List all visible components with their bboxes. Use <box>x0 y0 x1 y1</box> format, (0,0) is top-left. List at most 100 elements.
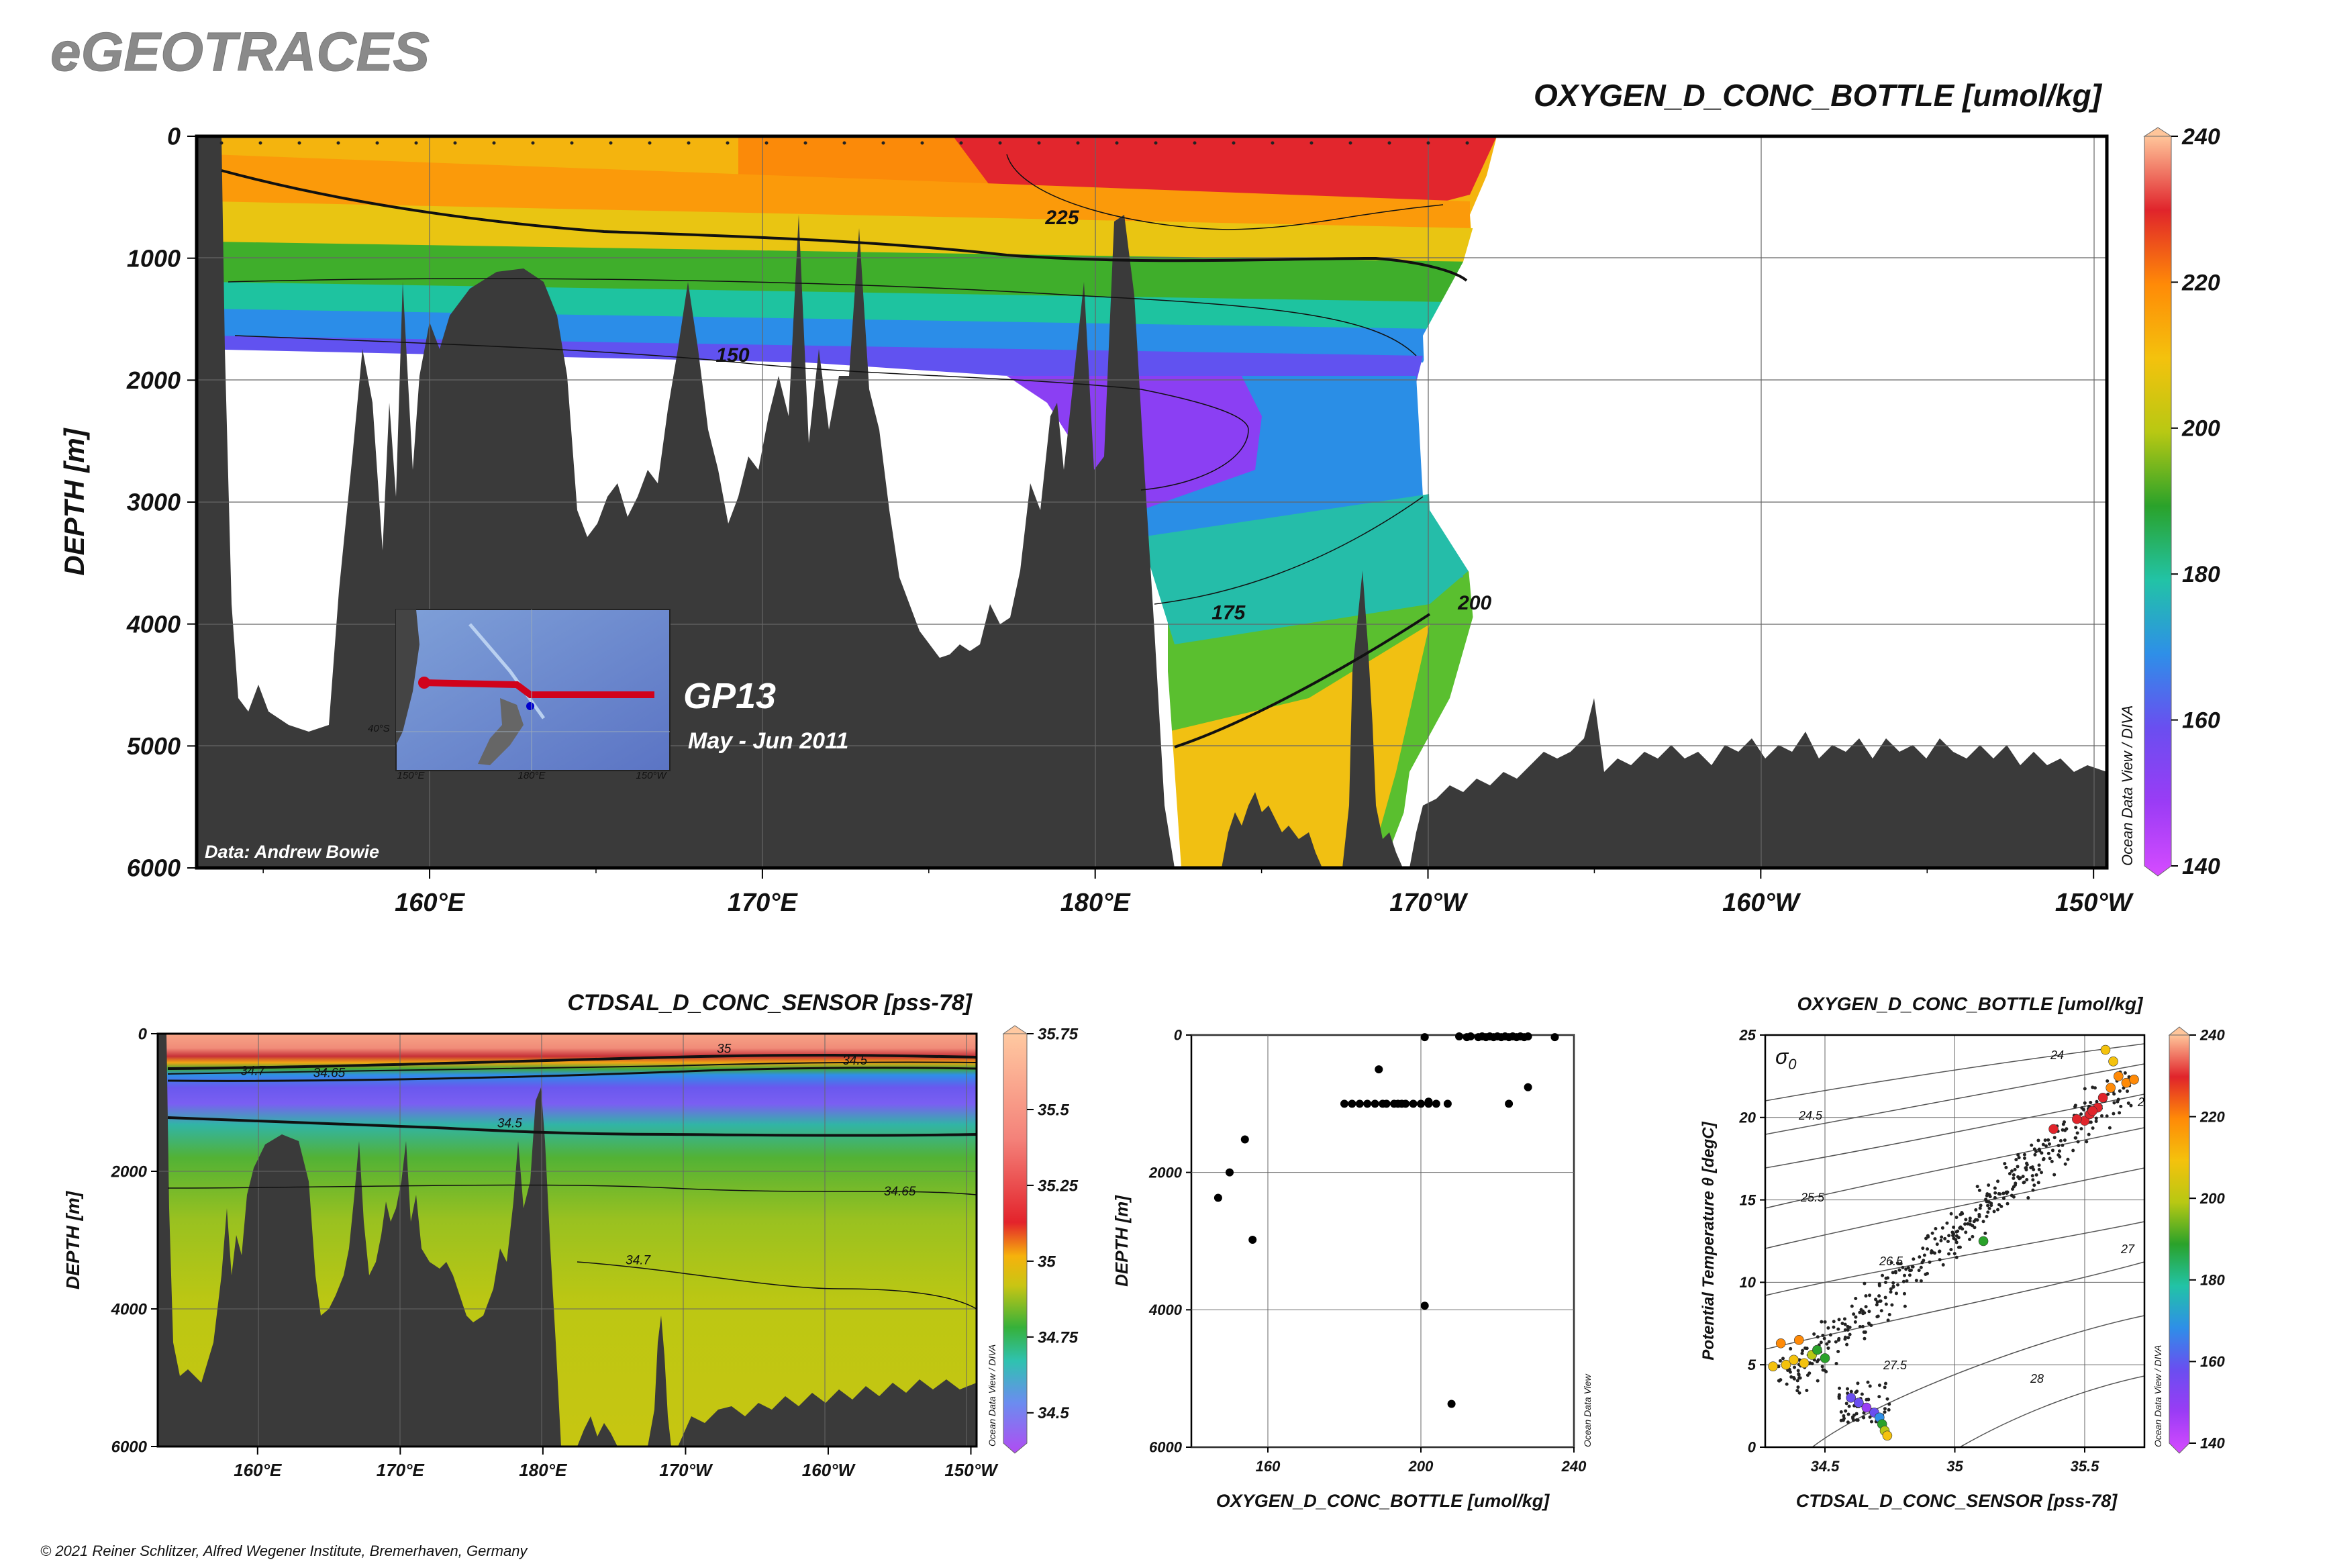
ts-background-point <box>1979 1204 1983 1208</box>
ts-background-point <box>2025 1163 2029 1167</box>
isopycnal-25 <box>1765 1093 2144 1169</box>
ts-background-point <box>1945 1221 1949 1225</box>
ts-background-point <box>2066 1157 2070 1161</box>
ts-background-point <box>1854 1391 1858 1395</box>
ts-background-point <box>1964 1218 1968 1222</box>
ts-background-point <box>1875 1300 1879 1304</box>
salinity-colorbar-tick-label: 34.5 <box>1038 1404 1069 1422</box>
ts-background-point <box>1846 1336 1850 1340</box>
ts-data-point <box>1882 1430 1893 1441</box>
main-ytick-label: 5000 <box>127 732 181 760</box>
salinity-colorbar: 35.75 35.5 35.25 35 34.75 34.5 <box>1002 1025 1079 1454</box>
ts-background-point <box>1836 1349 1840 1353</box>
ts-background-point <box>1904 1267 1908 1271</box>
seafloor-topography <box>197 136 2107 868</box>
ts-background-point <box>1868 1384 1872 1388</box>
salinity-odv-credit: Ocean Data View / DIVA <box>987 1344 997 1447</box>
station-dot <box>1271 141 1275 145</box>
ts-background-point <box>1850 1304 1854 1308</box>
contour-225 <box>1006 154 1444 230</box>
profile-point <box>1348 1099 1356 1108</box>
ts-background-point <box>2061 1143 2065 1147</box>
ts-background-point <box>1981 1220 1985 1224</box>
ts-background-point <box>1856 1381 1860 1385</box>
isopycnal-label: 27 <box>2120 1242 2135 1256</box>
profile-point <box>1447 1400 1456 1408</box>
ts-background-point <box>2050 1148 2054 1153</box>
ts-background-point <box>1883 1280 1887 1284</box>
ts-background-point <box>1897 1268 1901 1272</box>
ts-background-point <box>1883 1381 1887 1385</box>
ts-background-point <box>2025 1177 2029 1181</box>
station-dot <box>492 141 496 145</box>
ts-background-point <box>1894 1291 1898 1295</box>
ts-background-point <box>1987 1183 1991 1187</box>
ts-background-point <box>1977 1188 1981 1192</box>
ts-background-point <box>1837 1394 1841 1398</box>
sal-contour-34.65 <box>167 1184 977 1195</box>
ts-background-point <box>2057 1149 2061 1153</box>
ts-background-point <box>1816 1379 1820 1383</box>
ts-x-axis-label: CTDSAL_D_CONC_SENSOR [pss-78] <box>1796 1491 2118 1511</box>
salinity-topography <box>158 1034 977 1447</box>
ts-background-point <box>1903 1273 1907 1277</box>
salinity-contour-label: 34.65 <box>884 1185 916 1199</box>
salinity-colorbar-tick-label: 35.75 <box>1038 1025 1079 1043</box>
ts-background-point <box>2048 1157 2052 1161</box>
inset-map-lat-label: 40°S <box>368 723 390 734</box>
ts-background-point <box>1954 1238 1958 1242</box>
ts-background-point <box>1974 1208 1978 1212</box>
ts-colorbar-tick-label: 160 <box>2200 1353 2225 1370</box>
ts-background-point <box>2022 1157 2026 1161</box>
ts-background-point <box>2032 1167 2036 1171</box>
contour-label: 150 <box>715 344 749 366</box>
ts-background-point <box>1968 1237 1972 1241</box>
station-dot <box>726 141 730 145</box>
ts-background-point <box>1918 1255 1922 1259</box>
ts-background-point <box>1941 1263 1945 1267</box>
ts-background-point <box>1885 1397 1889 1401</box>
salinity-contour-label: 34.7 <box>626 1253 651 1267</box>
profile-point <box>1524 1083 1532 1091</box>
ts-background-point <box>1887 1402 1891 1406</box>
ts-background-point <box>2031 1188 2035 1192</box>
ts-background-point <box>1874 1297 1878 1302</box>
ts-background-point <box>1848 1332 1852 1336</box>
ts-background-point <box>2016 1165 2020 1169</box>
ts-background-point <box>1893 1269 1897 1273</box>
ts-background-point <box>2083 1101 2087 1105</box>
ts-background-point <box>1921 1246 1925 1251</box>
ts-background-point <box>1912 1257 1916 1261</box>
salinity-contour-label: 34.65 <box>313 1067 346 1081</box>
salinity-xtick-label: 150°W <box>944 1460 999 1480</box>
main-contour-labels: 225 150 175 200 <box>715 207 1491 624</box>
ts-background-point <box>2040 1171 2044 1175</box>
profile-point <box>1524 1032 1532 1041</box>
ts-background-point <box>2032 1183 2036 1187</box>
main-ytick-label: 1000 <box>127 244 181 272</box>
ts-background-point <box>2042 1157 2046 1161</box>
station-dot <box>881 141 885 145</box>
station-dot <box>297 141 301 145</box>
ts-background-point <box>1975 1185 1979 1189</box>
inset-map-ridge <box>468 623 546 720</box>
station-dots <box>219 141 1469 145</box>
ts-background-point <box>2034 1173 2038 1177</box>
profile-point <box>1443 1099 1452 1108</box>
ts-background-point <box>1825 1342 1829 1346</box>
ts-background-point <box>1861 1324 1865 1328</box>
ts-background-point <box>2022 1153 2026 1157</box>
station-dot <box>803 141 807 145</box>
ts-background-point <box>1939 1238 1943 1242</box>
ts-background-point <box>1901 1265 1905 1269</box>
main-colorbar-tick-label: 160 <box>2182 708 2220 734</box>
salinity-ytick-label: 0 <box>138 1025 148 1043</box>
ts-background-point <box>1906 1266 1910 1270</box>
ts-background-point <box>1875 1303 1879 1307</box>
ts-background-point <box>2094 1116 2098 1120</box>
salinity-contour-label: 34.5 <box>497 1116 522 1130</box>
ts-background-point <box>2094 1119 2098 1123</box>
ts-background-point <box>1836 1327 1840 1331</box>
ts-background-point <box>1971 1234 1975 1238</box>
